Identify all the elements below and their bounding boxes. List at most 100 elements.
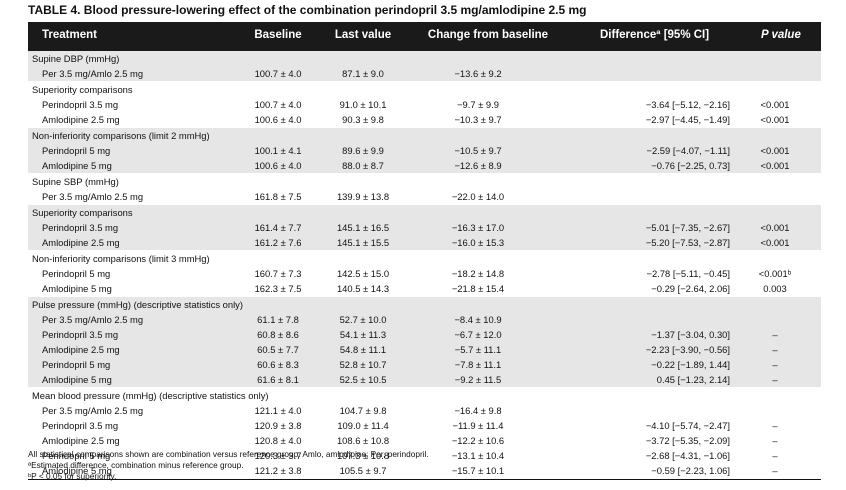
cell-change: −13.1 ± 10.4 (451, 450, 505, 461)
cell-change: −16.0 ± 15.3 (451, 237, 505, 248)
cell-treatment: Perindopril 3.5 mg (42, 329, 119, 340)
cell-treatment: Amlodipine 5 mg (42, 283, 112, 294)
table-row: Perindopril 5 mg 60.6 ± 8.3 52.8 ± 10.7 −7.… (28, 357, 821, 372)
cell-treatment: Amlodipine 5 mg (42, 465, 112, 476)
table-section: Superiority comparisons Perindopril 3.5 m… (28, 205, 821, 251)
cell-p-value: – (772, 420, 778, 431)
cell-baseline: 161.8 ± 7.5 (254, 191, 302, 202)
cell-change: −12.2 ± 10.6 (451, 435, 505, 446)
cell-last-value: 105.5 ± 9.7 (339, 465, 387, 476)
cell-p-value: <0.001 (760, 114, 790, 125)
cell-p-value: – (772, 329, 778, 340)
cell-last-value: 54.1 ± 11.3 (339, 329, 387, 340)
cell-baseline: 61.1 ± 7.8 (257, 314, 299, 325)
section-heading: Supine SBP (mmHg) (28, 174, 821, 189)
cell-last-value: 109.0 ± 11.4 (337, 420, 389, 431)
table-row: Perindopril 5 mg 120.3 ± 3.7 107.3 ± 10.8 −… (28, 448, 821, 463)
cell-change: −12.6 ± 8.9 (454, 160, 502, 171)
cell-last-value: 52.8 ± 10.7 (339, 359, 387, 370)
cell-treatment: Perindopril 5 mg (42, 268, 111, 279)
section-heading-label: Pulse pressure (mmHg) (descriptive stati… (32, 299, 243, 310)
cell-treatment: Per 3.5 mg/Amlo 2.5 mg (42, 191, 144, 202)
cell-baseline: 121.1 ± 4.0 (254, 405, 302, 416)
cell-baseline: 120.3 ± 3.7 (254, 450, 302, 461)
cell-difference: −3.72 [−5.35, −2.09] (645, 435, 730, 446)
cell-p-value: <0.001 (760, 237, 790, 248)
col-p-value: P value (761, 29, 801, 41)
section-heading-label: Superiority comparisons (32, 84, 133, 95)
cell-p-value: <0.001 (760, 222, 790, 233)
cell-p-value: – (772, 374, 778, 385)
cell-baseline: 60.5 ± 7.7 (257, 344, 299, 355)
cell-treatment: Perindopril 3.5 mg (42, 99, 119, 110)
cell-p-value: – (772, 344, 778, 355)
cell-last-value: 52.7 ± 10.0 (339, 314, 387, 325)
cell-p-value: – (772, 465, 778, 476)
section-heading: Mean blood pressure (mmHg) (descriptive … (28, 388, 821, 403)
footnote-b: ᵇP < 0.05 for superiority. (28, 470, 117, 481)
cell-baseline: 161.2 ± 7.6 (254, 237, 302, 248)
table-row: Amlodipine 5 mg 162.3 ± 7.5 140.5 ± 14.3 −2… (28, 281, 821, 296)
cell-difference: −0.59 [−2.23, 1.06] (651, 465, 730, 476)
cell-p-value: – (772, 435, 778, 446)
section-heading-label: Supine DBP (mmHg) (32, 53, 120, 64)
cell-last-value: 89.6 ± 9.9 (342, 145, 384, 156)
table-header: Treatment Baseline Last value Change fro… (28, 22, 821, 51)
cell-p-value: <0.001 (760, 160, 790, 171)
table-section: Supine SBP (mmHg) Per 3.5 mg/Amlo 2.5 mg 1… (28, 174, 821, 205)
table-section: Supine DBP (mmHg) Per 3.5 mg/Amlo 2.5 mg 1… (28, 51, 821, 82)
cell-baseline: 100.1 ± 4.1 (254, 145, 302, 156)
cell-p-value: 0.003 (763, 283, 787, 294)
col-difference: Differenceª [95% CI] (600, 29, 710, 41)
cell-treatment: Perindopril 3.5 mg (42, 420, 119, 431)
table-row: Per 3.5 mg/Amlo 2.5 mg 100.7 ± 4.0 87.1 ± … (28, 66, 821, 81)
cell-baseline: 161.4 ± 7.7 (254, 222, 302, 233)
table-section: Mean blood pressure (mmHg) (descriptive … (28, 388, 821, 479)
cell-treatment: Perindopril 5 mg (42, 145, 111, 156)
table-row: Amlodipine 2.5 mg 161.2 ± 7.6 145.1 ± 15.5… (28, 235, 821, 250)
cell-change: −16.3 ± 17.0 (451, 222, 505, 233)
table-section: Superiority comparisons Perindopril 3.5 m… (28, 82, 821, 128)
cell-last-value: 88.0 ± 8.7 (342, 160, 384, 171)
cell-treatment: Per 3.5 mg/Amlo 2.5 mg (42, 68, 144, 79)
cell-difference: −3.64 [−5.12, −2.16] (645, 99, 730, 110)
cell-difference: −5.01 [−7.35, −2.67] (645, 222, 730, 233)
table-row: Per 3.5 mg/Amlo 2.5 mg 161.8 ± 7.5 139.9 ±… (28, 189, 821, 204)
cell-baseline: 61.6 ± 8.1 (257, 374, 299, 385)
cell-difference: −2.68 [−4.31, −1.06] (645, 450, 730, 461)
table-row: Amlodipine 5 mg 121.2 ± 3.8 105.5 ± 9.7 −15… (28, 463, 821, 478)
cell-change: −16.4 ± 9.8 (454, 405, 502, 416)
cell-difference: −2.97 [−4.45, −1.49] (645, 114, 730, 125)
col-last-value: Last value (334, 29, 392, 41)
cell-baseline: 162.3 ± 7.5 (254, 283, 302, 294)
cell-baseline: 160.7 ± 7.3 (254, 268, 302, 279)
section-heading: Supine DBP (mmHg) (28, 51, 821, 66)
cell-baseline: 100.6 ± 4.0 (254, 160, 302, 171)
table-section: Non-inferiority comparisons (limit 2 mmH… (28, 128, 821, 174)
cell-difference: −4.10 [−5.74, −2.47] (645, 420, 730, 431)
table-row: Perindopril 5 mg 160.7 ± 7.3 142.5 ± 15.0 −… (28, 266, 821, 281)
cell-change: −13.6 ± 9.2 (454, 68, 502, 79)
cell-baseline: 120.9 ± 3.8 (254, 420, 302, 431)
cell-p-value: <0.001 (760, 99, 790, 110)
table-row: Perindopril 3.5 mg 161.4 ± 7.7 145.1 ± 16.… (28, 220, 821, 235)
cell-last-value: 104.7 ± 9.8 (339, 405, 387, 416)
cell-baseline: 100.7 ± 4.0 (254, 99, 302, 110)
cell-last-value: 145.1 ± 15.5 (336, 237, 390, 248)
cell-last-value: 87.1 ± 9.0 (342, 68, 384, 79)
cell-change: −8.4 ± 10.9 (454, 314, 502, 325)
footnote-abbrev: All statistical comparisons shown are co… (28, 449, 429, 459)
footnote-a: ªEstimated difference, combination minus… (28, 459, 244, 470)
cell-last-value: 140.5 ± 14.3 (336, 283, 390, 294)
cell-baseline: 120.8 ± 4.0 (254, 435, 302, 446)
table-row: Perindopril 3.5 mg 100.7 ± 4.0 91.0 ± 10.1… (28, 97, 821, 112)
cell-treatment: Amlodipine 5 mg (42, 374, 112, 385)
table-row: Per 3.5 mg/Amlo 2.5 mg 121.1 ± 4.0 104.7 ±… (28, 403, 821, 418)
section-heading-label: Mean blood pressure (mmHg) (descriptive … (32, 390, 269, 401)
cell-change: −6.7 ± 12.0 (454, 329, 502, 340)
cell-difference: −1.37 [−3.04, 0.30] (651, 329, 730, 340)
cell-change: −9.2 ± 11.5 (454, 374, 502, 385)
cell-last-value: 90.3 ± 9.8 (342, 114, 384, 125)
cell-change: −18.2 ± 14.8 (451, 268, 505, 279)
section-heading: Non-inferiority comparisons (limit 2 mmH… (28, 128, 821, 143)
